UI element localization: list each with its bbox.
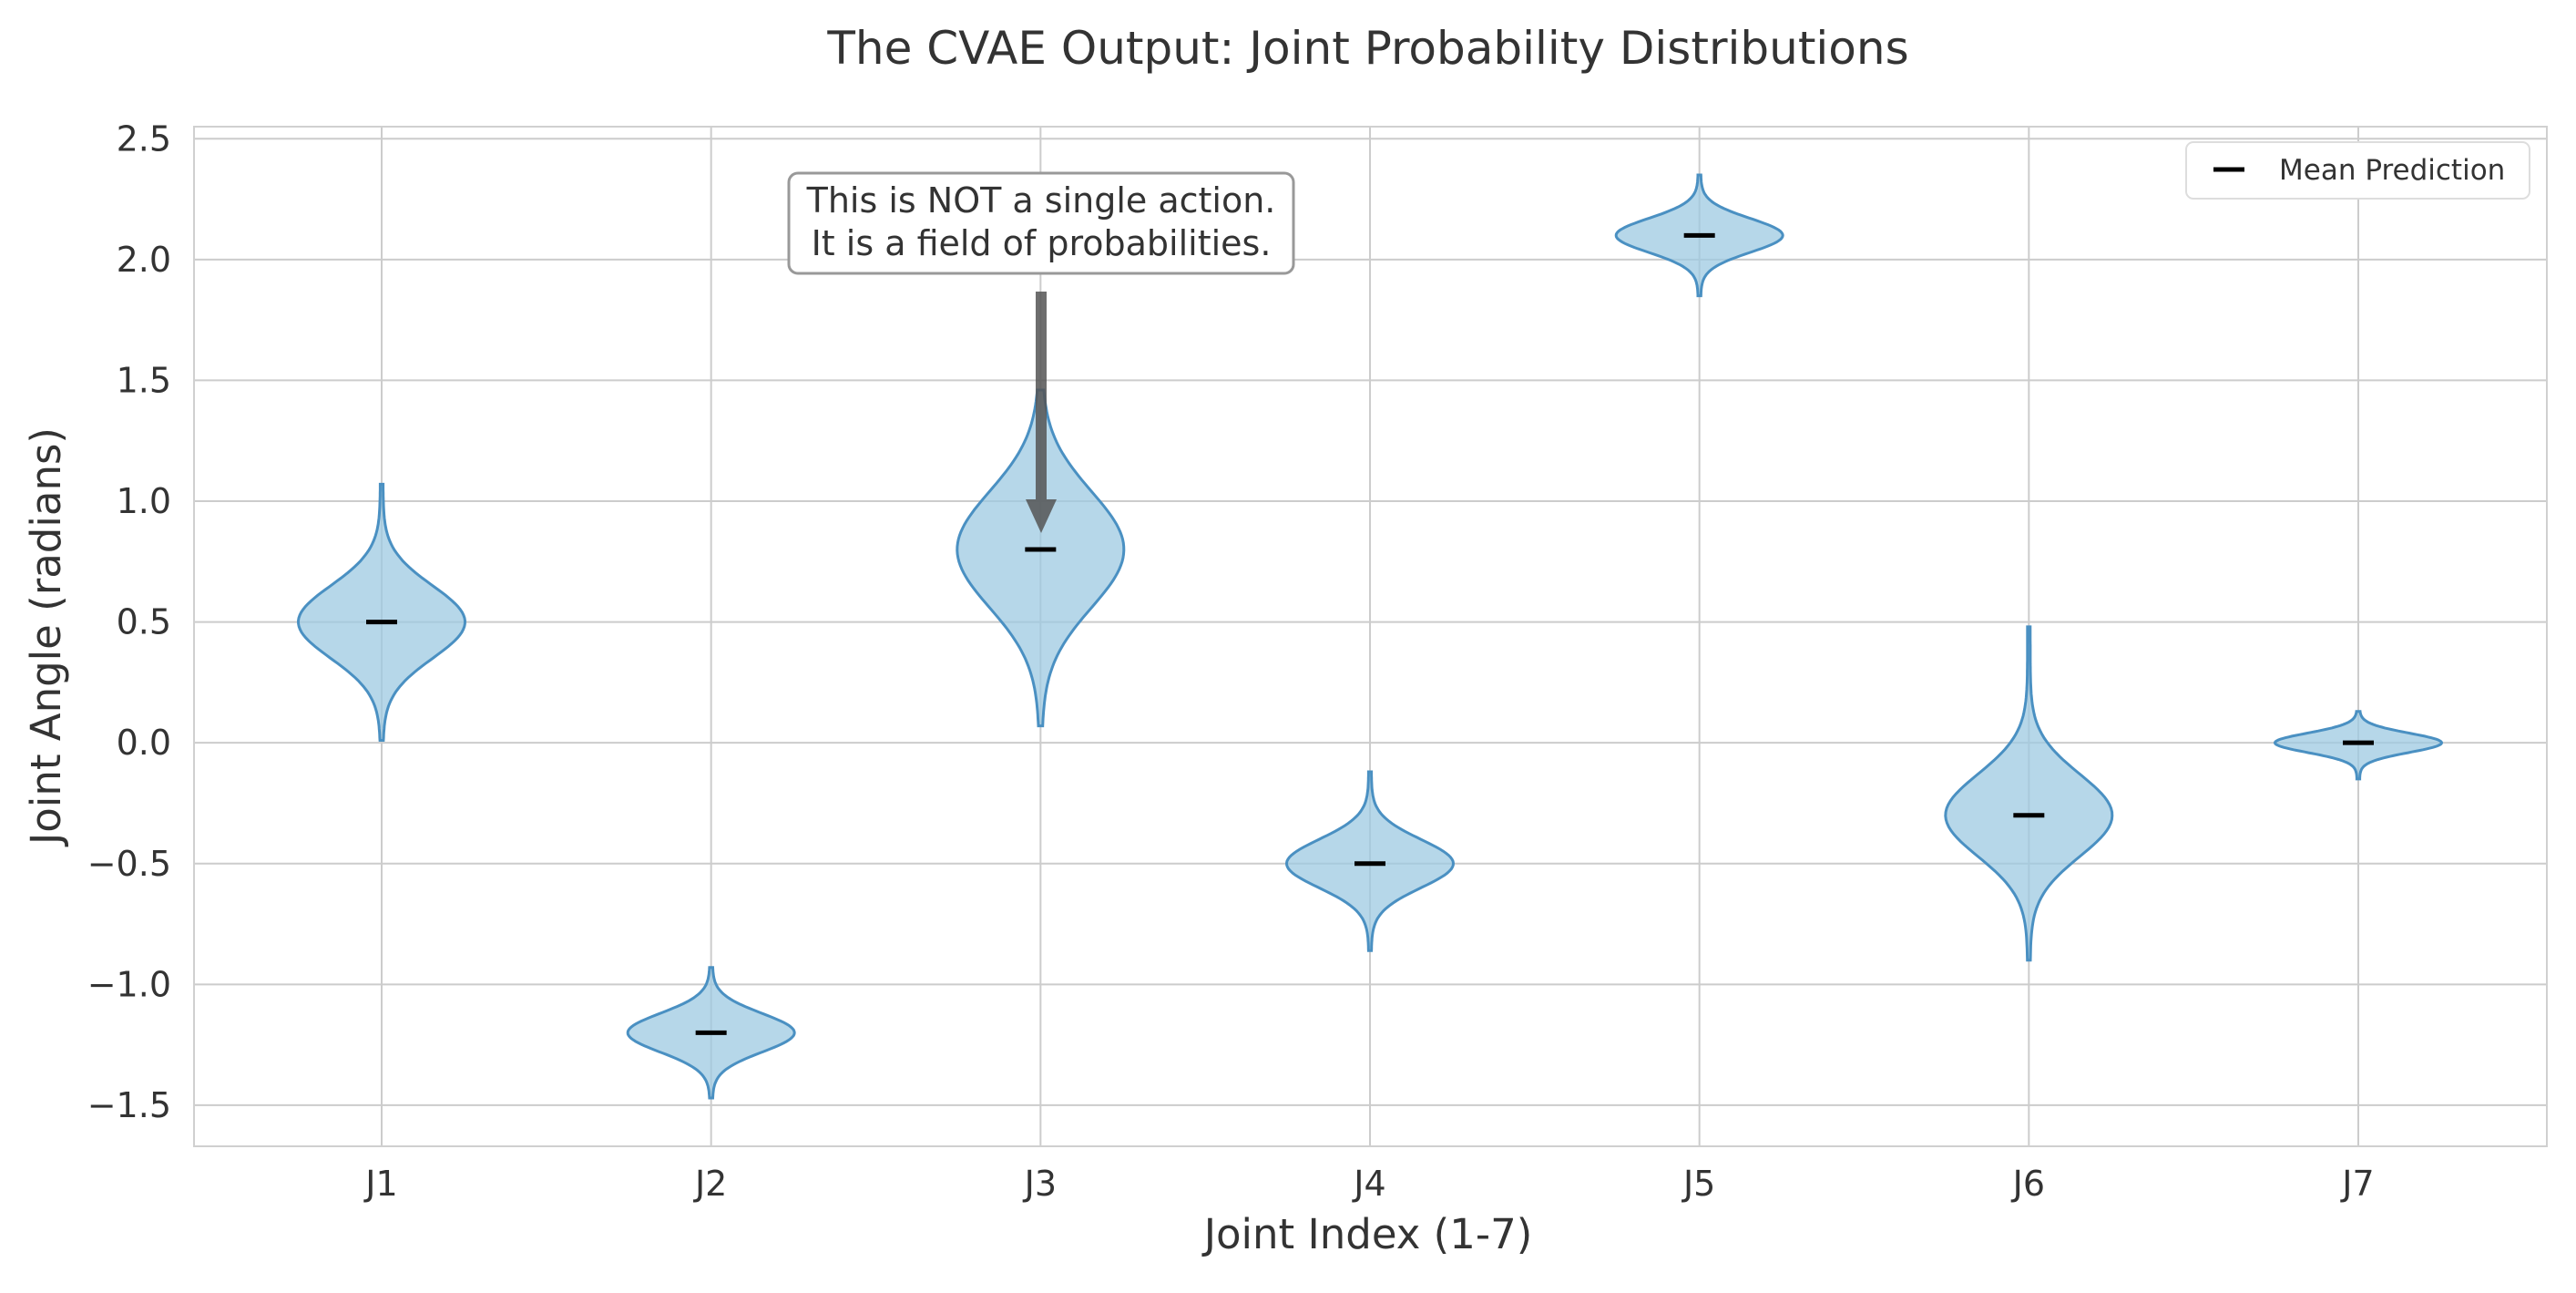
x-tick-label: J4 [1352, 1164, 1385, 1204]
x-tick-labels: J1 J2 J3 J4 J5 J6 J7 [363, 1164, 2374, 1204]
y-tick-label: 1.5 [117, 360, 171, 400]
legend: Mean Prediction [2185, 141, 2530, 200]
annotation-box [787, 171, 1295, 275]
x-tick-label: J7 [2340, 1164, 2374, 1204]
annotation-line-2: It is a field of probabilities. [812, 223, 1272, 263]
x-tick-label: J6 [2011, 1164, 2045, 1204]
y-tick-labels: −1.5 −1.0 −0.5 0.0 0.5 1.0 1.5 2.0 2.5 [87, 118, 171, 1125]
x-axis-label: Joint Index (1-7) [1201, 1210, 1533, 1258]
mean-markers [366, 232, 2374, 1035]
y-tick-label: 2.5 [117, 118, 171, 159]
y-tick-label: 2.0 [117, 240, 171, 280]
annotation: This is NOT a single action. It is a fie… [787, 171, 1295, 533]
annotation-line-1: This is NOT a single action. [806, 180, 1276, 221]
x-tick-label: J1 [363, 1164, 397, 1204]
y-tick-label: −0.5 [87, 844, 171, 884]
legend-entry-mean: Mean Prediction [2279, 154, 2505, 187]
y-tick-label: 0.5 [117, 602, 171, 642]
x-tick-label: J3 [1023, 1164, 1057, 1204]
y-tick-label: 0.0 [117, 723, 171, 763]
x-tick-label: J2 [693, 1164, 727, 1204]
plot-frame [193, 126, 2548, 1147]
violin-j7 [2273, 710, 2444, 781]
violin-j1 [296, 482, 467, 742]
legend-box [2185, 141, 2530, 200]
x-tick-label: J5 [1682, 1164, 1715, 1204]
y-tick-label: 1.0 [117, 481, 171, 521]
chart-title: The CVAE Output: Joint Probability Distr… [826, 22, 1908, 75]
y-tick-label: −1.0 [87, 964, 171, 1004]
y-axis-label: Joint Angle (radians) [22, 427, 70, 847]
annotation-arrow-head [1026, 499, 1057, 533]
violin-j6 [1944, 625, 2114, 962]
violin-j4 [1284, 770, 1456, 952]
y-tick-label: −1.5 [87, 1085, 171, 1125]
